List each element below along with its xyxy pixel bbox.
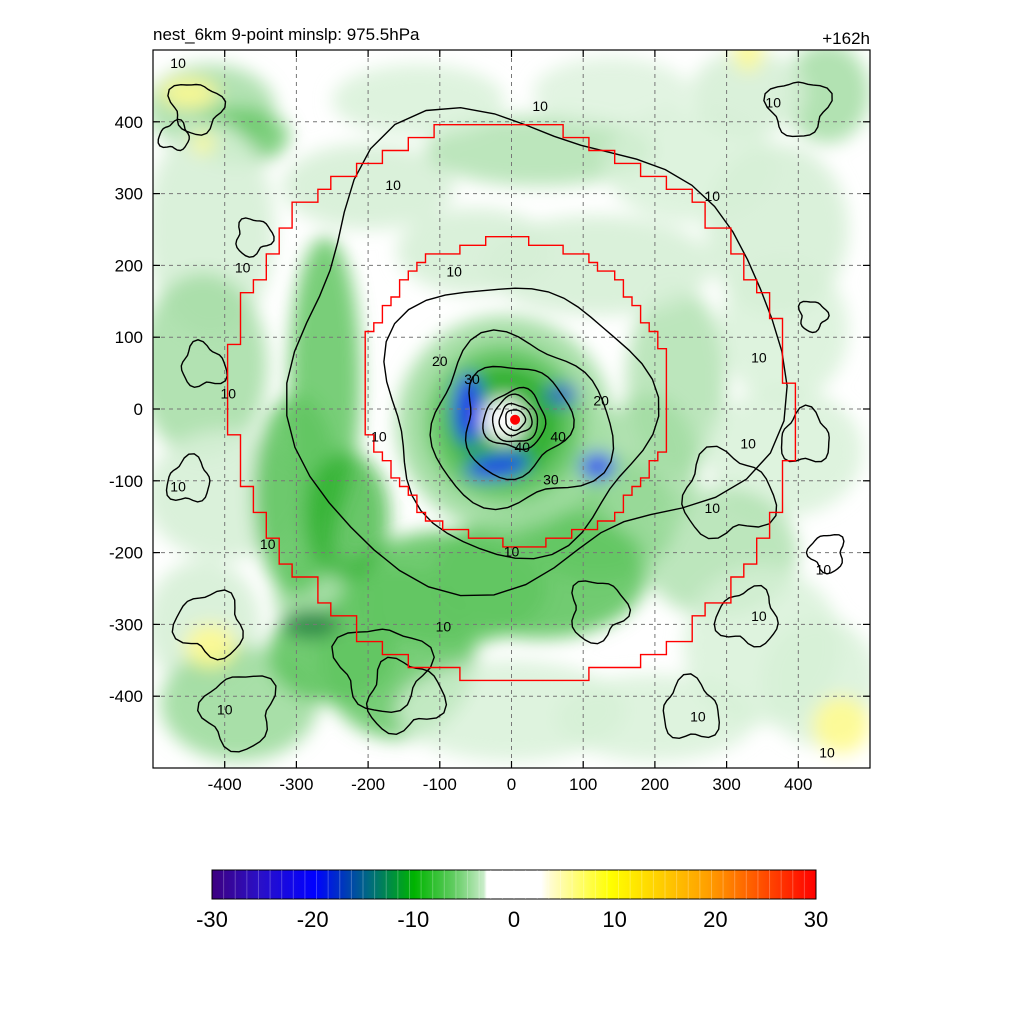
x-tick-label: 400 [784, 775, 812, 794]
y-tick-label: -400 [109, 687, 143, 706]
contour-lines [157, 81, 845, 753]
contour-label: 10 [751, 608, 767, 624]
contour-label: 10 [504, 543, 520, 559]
contour-label: 10 [816, 561, 832, 577]
storm-center-marker [510, 414, 521, 425]
y-tick-label: 0 [134, 400, 143, 419]
contour-line [571, 580, 632, 645]
colorbar-tick-label: -10 [397, 907, 429, 932]
x-tick-label: 200 [641, 775, 669, 794]
contour-label: 10 [235, 260, 251, 276]
forecast-hour: +162h [822, 29, 870, 48]
colorbar-segments [223, 870, 805, 899]
contour-labels: 10 10 10 10 10 10 10 10 20 30 10 20 10 40 10 40 30 10 10 10… [170, 55, 835, 760]
contour-label: 10 [704, 188, 720, 204]
x-axis: -400 -300 -200 -100 0 100 200 300 400 [208, 50, 812, 794]
x-tick-label: -400 [208, 775, 242, 794]
colorbar-tick-labels: -30 -20 -10 0 10 20 30 [196, 907, 828, 932]
contour-line [681, 445, 778, 540]
contour-label: 10 [260, 536, 276, 552]
y-tick-label: 100 [115, 328, 143, 347]
contour-label: 10 [385, 177, 401, 193]
contour-label: 20 [593, 393, 609, 409]
colorbar-tick-label: -30 [196, 907, 228, 932]
contour-line [171, 589, 244, 661]
contour-label: 10 [751, 349, 767, 365]
chart-title: nest_6km 9-point minslp: 975.5hPa [153, 25, 420, 44]
x-tick-label: -100 [423, 775, 457, 794]
contour-line [662, 673, 721, 740]
contour-line [165, 453, 211, 503]
contour-line [482, 386, 547, 451]
contour-line [286, 106, 788, 597]
contour-label: 20 [432, 353, 448, 369]
contour-line [331, 628, 435, 714]
outer-domain-box [226, 124, 797, 682]
contour-label: 10 [170, 479, 186, 495]
colorbar [211, 869, 817, 900]
contour-label: 10 [532, 98, 548, 114]
contour-label: 10 [704, 500, 720, 516]
contour-label: 10 [819, 744, 835, 760]
contour-line [491, 393, 539, 443]
contour-line [763, 81, 833, 138]
x-tick-label: -200 [351, 775, 385, 794]
contour-label: 40 [514, 439, 530, 455]
y-tick-label: -300 [109, 615, 143, 634]
contour-line [780, 404, 830, 463]
y-tick-label: -100 [109, 472, 143, 491]
contour-label: 10 [446, 263, 462, 279]
contour-line [235, 217, 275, 258]
contour-label: 30 [543, 472, 559, 488]
contour-label: 10 [220, 385, 236, 401]
contour-label: 10 [690, 708, 706, 724]
contour-label: 10 [371, 428, 387, 444]
colorbar-tick-label: 30 [804, 907, 828, 932]
contour-line [805, 533, 845, 575]
x-tick-label: 100 [569, 775, 597, 794]
contour-line [498, 402, 533, 437]
colorbar-tick-label: 10 [602, 907, 626, 932]
colorbar-tick-label: 0 [508, 907, 520, 932]
contour-line [180, 339, 228, 389]
contour-line [429, 329, 615, 511]
contour-line [797, 300, 830, 334]
y-tick-label: 200 [115, 256, 143, 275]
contour-line [157, 118, 190, 152]
colorbar-tick-label: 20 [703, 907, 727, 932]
contour-line [365, 656, 448, 736]
contour-label: 10 [765, 95, 781, 111]
colorbar-tick-label: -20 [297, 907, 329, 932]
contour-line [167, 83, 227, 136]
contour-line [196, 675, 277, 753]
contour-line [464, 365, 575, 481]
contour-line [713, 584, 779, 648]
contour-label: 10 [170, 55, 186, 71]
x-tick-label: 0 [507, 775, 516, 794]
x-tick-label: -300 [279, 775, 313, 794]
contour-label: 10 [217, 701, 233, 717]
contour-line [383, 287, 660, 560]
y-tick-label: 300 [115, 185, 143, 204]
contour-label: 10 [740, 436, 756, 452]
x-tick-label: 300 [712, 775, 740, 794]
contour-line [505, 409, 527, 432]
plot-area: 10 10 10 10 10 10 10 10 20 30 10 20 10 40 10 40 30 10 10 10… [153, 50, 870, 768]
y-axis: 400 300 200 100 0 -100 -200 -300 -400 [109, 113, 870, 706]
contour-label: 10 [436, 619, 452, 635]
y-tick-label: 400 [115, 113, 143, 132]
contour-label: 40 [550, 428, 566, 444]
inner-domain-box [364, 236, 668, 548]
contour-label: 30 [464, 371, 480, 387]
y-tick-label: -200 [109, 544, 143, 563]
